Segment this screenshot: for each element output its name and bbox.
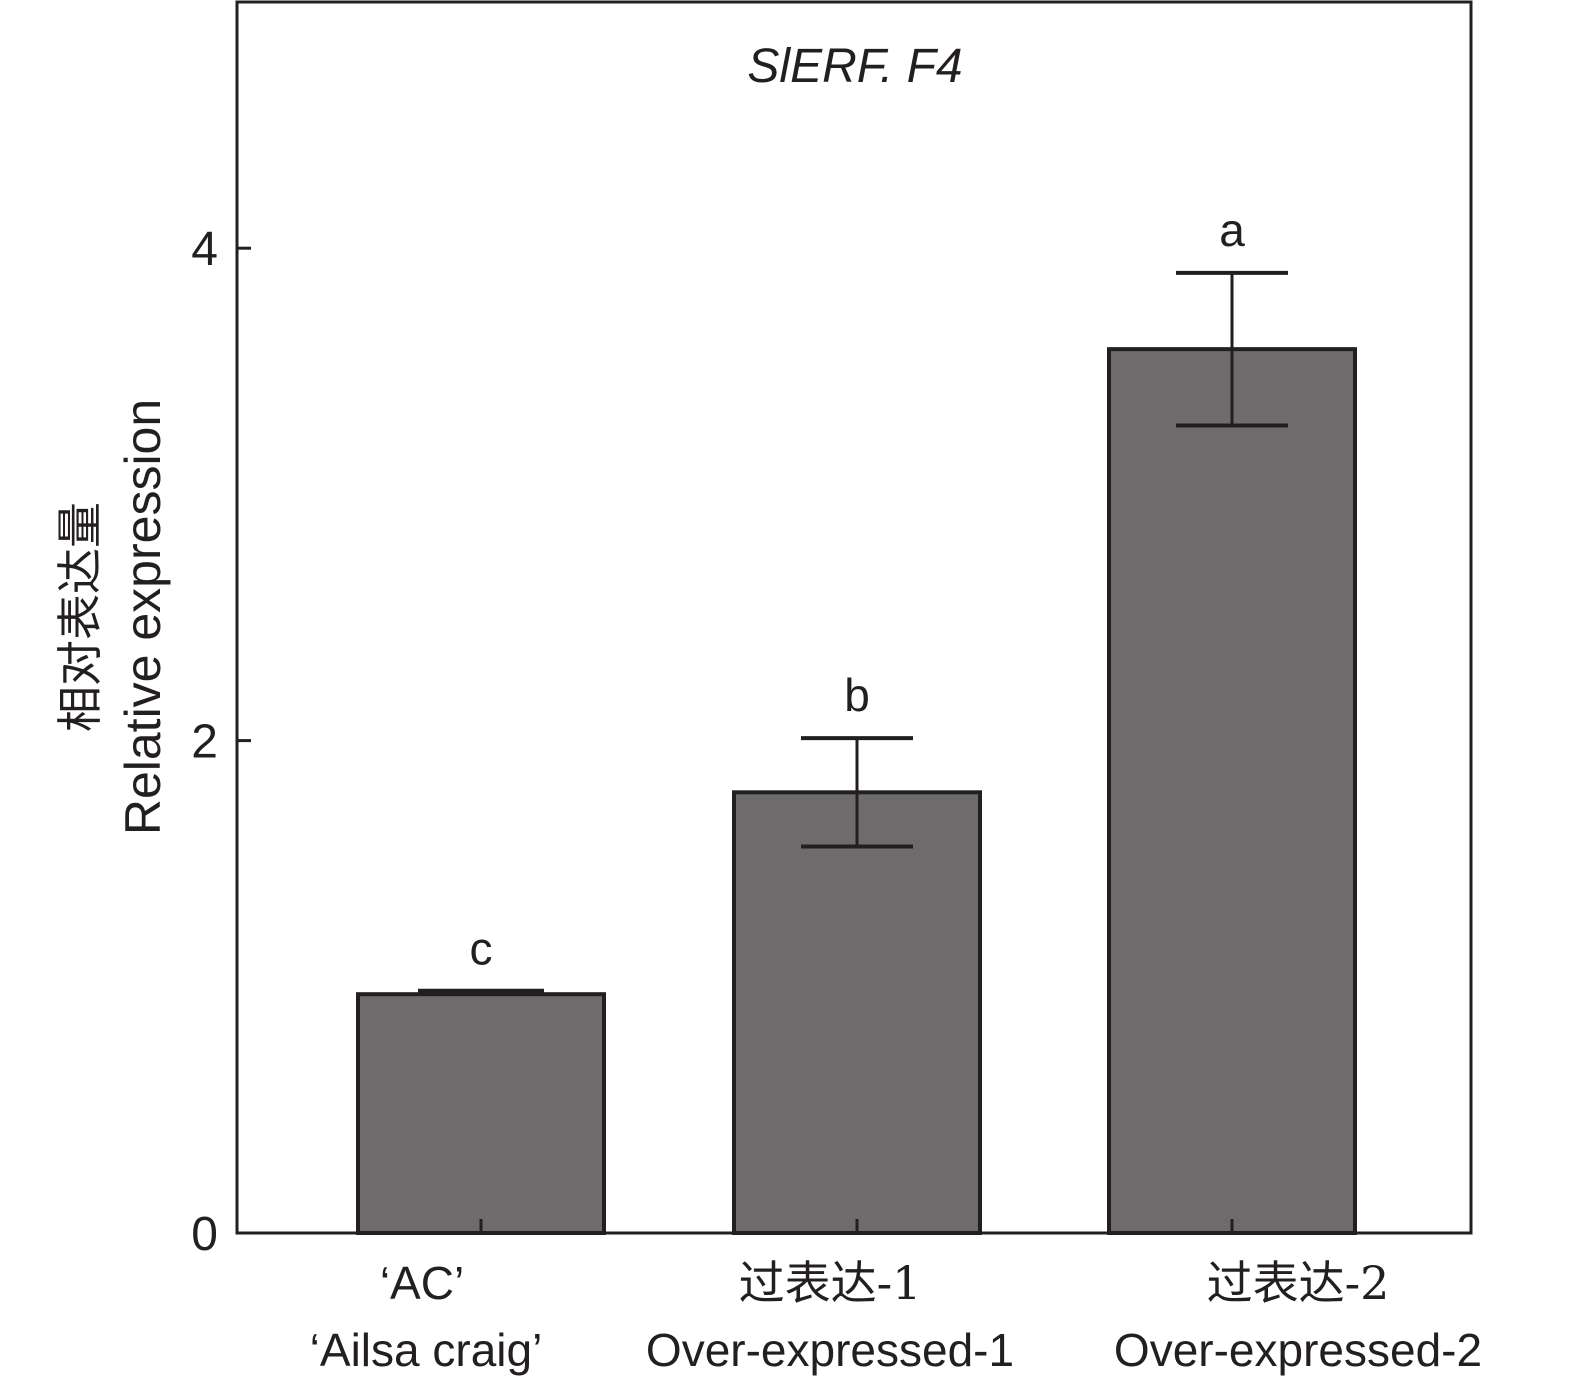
y-axis-label-en: Relative expression <box>115 399 171 835</box>
x-tick-labels-layer: ‘AC’ ‘Ailsa craig’ 过表达-1 Over-expressed-1 过表… <box>310 1256 1482 1376</box>
error-bar-3 <box>1176 270 1288 428</box>
x-tick-label-cn-3: 过表达-2 <box>1207 1256 1390 1310</box>
y-tick-label-0: 0 <box>191 1208 218 1261</box>
significance-label-1: c <box>470 923 493 975</box>
x-tick-label-en-1: ‘Ailsa craig’ <box>310 1324 543 1376</box>
plot-frame <box>235 0 1473 1235</box>
significance-labels-layer: c b a <box>470 204 1246 975</box>
x-ticks-layer <box>479 1219 1234 1233</box>
x-tick-label-en-3: Over-expressed-2 <box>1114 1324 1482 1376</box>
error-bars-layer <box>418 270 1288 993</box>
x-tick-label-cn-2: 过表达-1 <box>739 1256 922 1310</box>
y-axis-label: 相对表达量 Relative expression <box>53 399 171 835</box>
error-bar-2 <box>801 736 913 849</box>
x-tick-label-en-2: Over-expressed-1 <box>646 1324 1014 1376</box>
y-tick-label-2: 2 <box>191 716 218 769</box>
y-tick-label-4: 4 <box>191 223 218 276</box>
y-axis-label-cn: 相对表达量 <box>53 502 107 732</box>
x-tick-label-cn-1: ‘AC’ <box>380 1257 464 1309</box>
bar-2 <box>732 790 982 1235</box>
significance-label-2: b <box>844 669 870 721</box>
chart-title: SlERF. F4 <box>747 40 962 93</box>
y-ticks-layer: 0 2 4 <box>191 223 251 1261</box>
bar-3 <box>1107 347 1357 1235</box>
bar-1 <box>356 992 606 1235</box>
significance-label-3: a <box>1219 204 1245 256</box>
